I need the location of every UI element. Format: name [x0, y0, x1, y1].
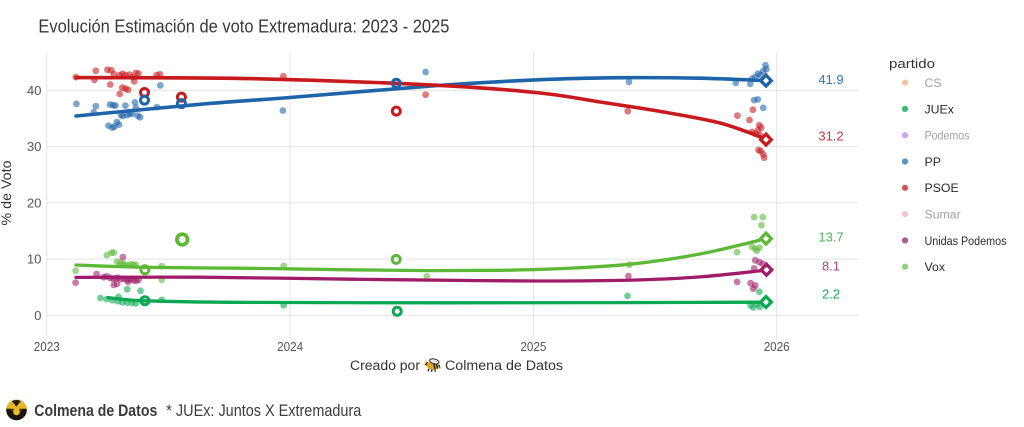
- svg-text:PSOE: PSOE: [925, 181, 959, 195]
- svg-text:Creado por: Creado por: [350, 358, 420, 374]
- svg-text:Evolución Estimación de voto E: Evolución Estimación de voto Extremadura…: [38, 16, 449, 36]
- svg-text:2025: 2025: [520, 339, 546, 354]
- svg-text:13.7: 13.7: [818, 230, 843, 245]
- svg-text:0: 0: [34, 308, 41, 323]
- svg-text:40: 40: [27, 83, 42, 98]
- svg-text:PP: PP: [925, 155, 941, 169]
- svg-text:partido: partido: [889, 56, 935, 71]
- svg-text:10: 10: [27, 252, 42, 267]
- svg-text:Unidas Podemos: Unidas Podemos: [925, 234, 1007, 248]
- svg-text:2026: 2026: [764, 339, 790, 354]
- svg-text:% de Voto: % de Voto: [0, 160, 14, 225]
- svg-text:20: 20: [27, 195, 42, 210]
- svg-text:CS: CS: [925, 76, 942, 90]
- svg-text:Podemos: Podemos: [925, 129, 970, 143]
- svg-text:8.1: 8.1: [822, 259, 840, 274]
- svg-text:* JUEx: Juntos X Extremadura: * JUEx: Juntos X Extremadura: [166, 402, 362, 420]
- svg-text:41.9: 41.9: [818, 72, 843, 87]
- svg-text:2023: 2023: [34, 339, 60, 354]
- svg-text:Colmena de Datos: Colmena de Datos: [445, 358, 563, 374]
- svg-text:Vox: Vox: [925, 260, 946, 274]
- svg-text:30: 30: [27, 139, 42, 154]
- svg-text:2.2: 2.2: [822, 287, 840, 302]
- svg-text:Colmena de Datos: Colmena de Datos: [34, 402, 157, 420]
- svg-text:JUEx: JUEx: [925, 102, 955, 116]
- svg-text:Sumar: Sumar: [925, 208, 961, 222]
- svg-text:2024: 2024: [277, 339, 303, 354]
- svg-text:31.2: 31.2: [818, 129, 843, 144]
